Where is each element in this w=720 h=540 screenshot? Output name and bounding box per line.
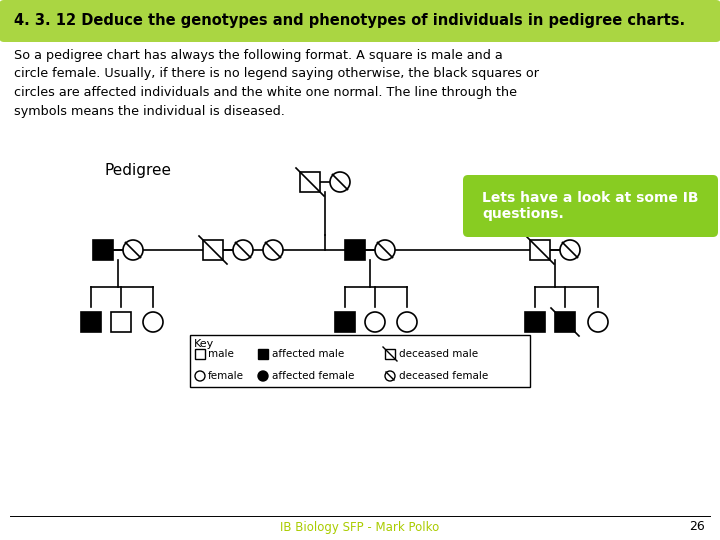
- Bar: [111, 312, 131, 332]
- Text: Key: Key: [194, 339, 215, 349]
- Circle shape: [560, 240, 580, 260]
- Circle shape: [258, 371, 268, 381]
- Bar: [81, 312, 101, 332]
- Text: 26: 26: [689, 521, 705, 534]
- Text: deceased male: deceased male: [399, 349, 478, 359]
- Bar: [555, 312, 575, 332]
- FancyBboxPatch shape: [463, 175, 718, 237]
- Bar: [335, 312, 355, 332]
- Bar: [190, 335, 530, 387]
- Circle shape: [123, 240, 143, 260]
- Bar: [203, 240, 223, 260]
- Text: female: female: [208, 371, 244, 381]
- Text: deceased female: deceased female: [399, 371, 488, 381]
- Text: affected male: affected male: [272, 349, 344, 359]
- Circle shape: [330, 172, 350, 192]
- FancyBboxPatch shape: [0, 0, 720, 42]
- Circle shape: [143, 312, 163, 332]
- Bar: [525, 312, 545, 332]
- Text: IB Biology SFP - Mark Polko: IB Biology SFP - Mark Polko: [280, 521, 440, 534]
- Bar: [300, 172, 320, 192]
- Bar: [258, 349, 268, 359]
- Bar: [93, 240, 113, 260]
- Circle shape: [195, 371, 205, 381]
- Circle shape: [397, 312, 417, 332]
- Text: affected female: affected female: [272, 371, 354, 381]
- Circle shape: [263, 240, 283, 260]
- Text: Pedigree: Pedigree: [105, 163, 172, 178]
- Circle shape: [365, 312, 385, 332]
- Bar: [530, 240, 550, 260]
- Circle shape: [385, 371, 395, 381]
- Text: 4. 3. 12 Deduce the genotypes and phenotypes of individuals in pedigree charts.: 4. 3. 12 Deduce the genotypes and phenot…: [14, 14, 685, 29]
- Text: So a pedigree chart has always the following format. A square is male and a
circ: So a pedigree chart has always the follo…: [14, 49, 539, 118]
- Circle shape: [233, 240, 253, 260]
- Text: Lets have a look at some IB
questions.: Lets have a look at some IB questions.: [482, 191, 698, 221]
- Circle shape: [588, 312, 608, 332]
- Bar: [345, 240, 365, 260]
- Circle shape: [375, 240, 395, 260]
- Bar: [385, 349, 395, 359]
- Bar: [195, 349, 205, 359]
- Text: male: male: [208, 349, 234, 359]
